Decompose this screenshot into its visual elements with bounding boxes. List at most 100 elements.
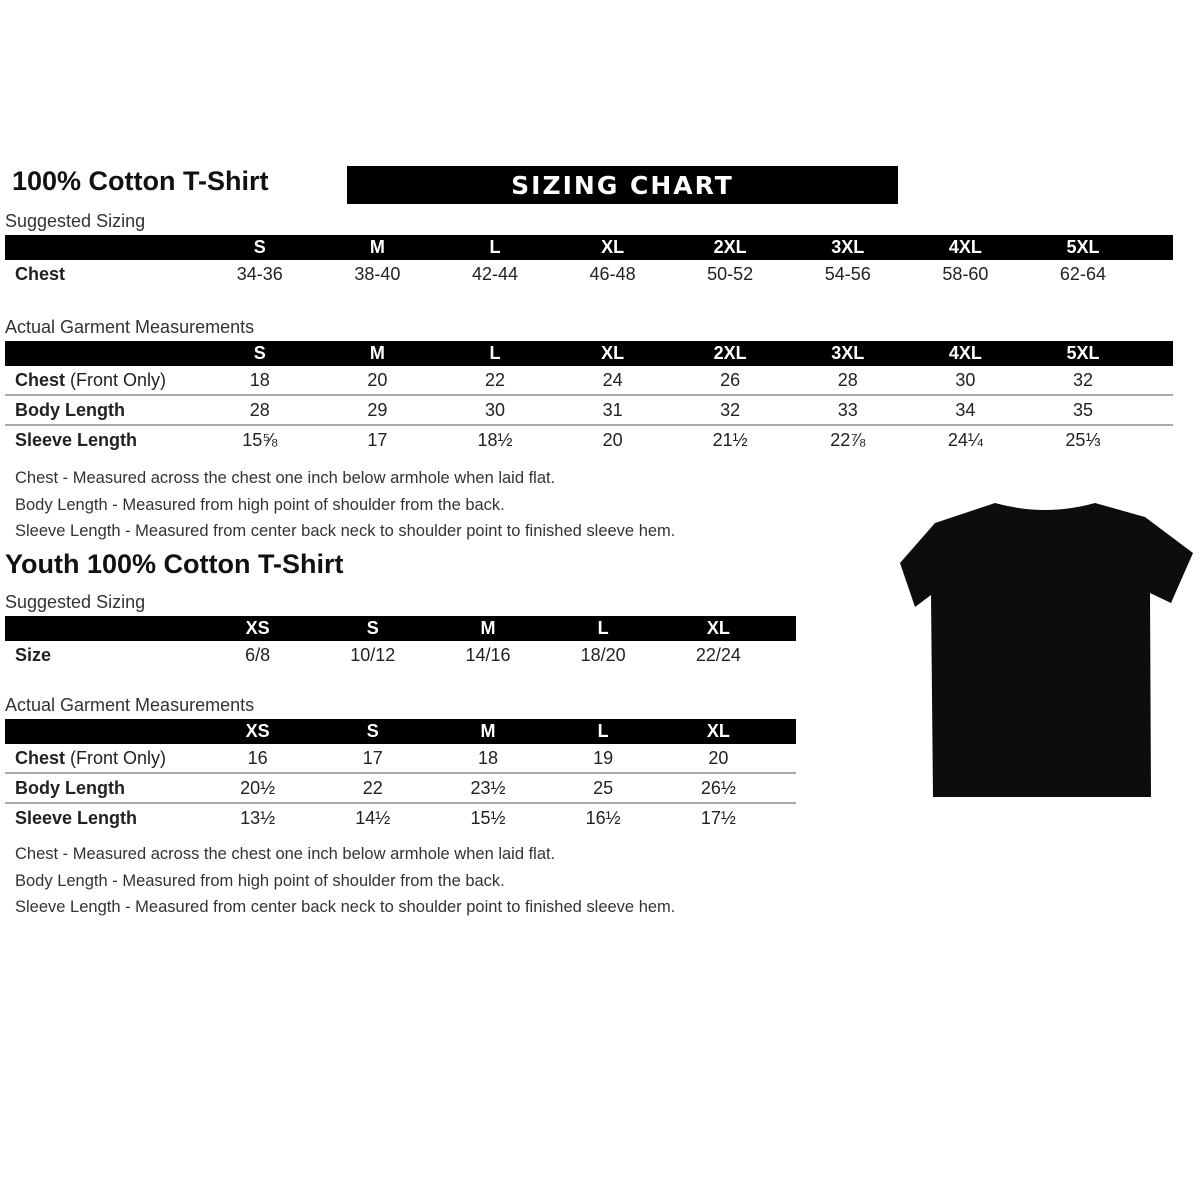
size-header-l: L — [597, 618, 609, 638]
header-blank — [5, 719, 200, 744]
table-cell: 24 — [602, 370, 623, 390]
size-header-row: XS S M L XL — [5, 719, 796, 744]
note-chest: Chest - Measured across the chest one in… — [15, 845, 556, 863]
size-header-4xl: 4XL — [948, 237, 982, 257]
table-cell: 18 — [477, 748, 498, 768]
table-cell: 31 — [602, 400, 623, 420]
size-header-l: L — [597, 721, 609, 741]
row-label: Chest — [5, 260, 201, 288]
size-header-xl: XL — [706, 721, 730, 741]
row-label-main: Size — [15, 645, 52, 665]
size-header-2xl: 2XL — [713, 343, 747, 363]
table-cell: 16 — [247, 748, 268, 768]
table-cell: 54-56 — [824, 264, 871, 284]
table-cell: 25 — [593, 778, 614, 798]
table-cell: 19 — [593, 748, 614, 768]
table-cell: 14½ — [355, 808, 391, 828]
table-cell: 24¼ — [947, 430, 983, 450]
table-cell: 6/8 — [245, 645, 271, 665]
youth-title: Youth 100% Cotton T-Shirt — [5, 549, 344, 579]
size-header-s: S — [253, 237, 266, 257]
note-body-length: Body Length - Measured from high point o… — [15, 495, 505, 514]
table-cell: 38-40 — [354, 264, 401, 284]
row-label-main: Body Length — [15, 400, 125, 420]
size-header-xs: XS — [245, 618, 270, 638]
youth-suggested-table: XS S M L XL Size 6/8 10/12 14/16 18/20 22/24 — [5, 616, 796, 669]
table-cell: 28 — [249, 400, 270, 420]
table-cell: 22⅞ — [830, 430, 866, 450]
youth-actual-label: Actual Garment Measurements — [5, 695, 255, 715]
table-cell: 13½ — [240, 808, 276, 828]
tshirt-image — [900, 503, 1193, 797]
row-label-suffix: (Front Only) — [70, 748, 167, 768]
row-label-suffix: (Front Only) — [70, 370, 167, 390]
adult-notes: Chest - Measured across the chest one in… — [15, 465, 675, 545]
size-header-s: S — [366, 618, 379, 638]
note-body-length: Body Length - Measured from high point o… — [15, 871, 505, 890]
table-cell: 18/20 — [580, 645, 626, 665]
row-label-main: Chest — [15, 370, 66, 390]
size-header-2xl: 2XL — [713, 237, 747, 257]
note-sleeve-length: Sleeve Length - Measured from center bac… — [15, 522, 676, 540]
row-label: Sleeve Length — [5, 426, 201, 454]
table-cell: 34 — [955, 400, 976, 420]
size-header-3xl: 3XL — [831, 237, 865, 257]
table-cell: 29 — [367, 400, 388, 420]
size-header-xl: XL — [601, 343, 625, 363]
youth-notes: Chest - Measured across the chest one in… — [15, 841, 675, 921]
header-blank — [5, 235, 201, 260]
table-cell: 15⅝ — [242, 430, 278, 450]
table-cell: 62-64 — [1059, 264, 1106, 284]
header-blank — [5, 616, 200, 641]
row-label: Chest (Front Only) — [5, 366, 201, 394]
table-cell: 23½ — [470, 778, 506, 798]
table-cell: 42-44 — [471, 264, 518, 284]
table-cell: 32 — [720, 400, 741, 420]
table-row: Chest (Front Only) 16 17 18 19 20 — [5, 744, 796, 774]
row-label: Sleeve Length — [5, 804, 200, 832]
table-cell: 32 — [1072, 370, 1093, 390]
size-header-xl: XL — [601, 237, 625, 257]
row-label: Chest (Front Only) — [5, 744, 200, 772]
sizing-chart-banner: SIZING CHART — [347, 166, 898, 204]
size-header-l: L — [489, 237, 501, 257]
table-cell: 33 — [837, 400, 858, 420]
table-cell: 26½ — [700, 778, 736, 798]
table-cell: 18½ — [477, 430, 513, 450]
size-header-5xl: 5XL — [1066, 343, 1100, 363]
table-cell: 25⅓ — [1065, 430, 1101, 450]
size-header-m: M — [369, 343, 385, 363]
table-cell: 34-36 — [236, 264, 283, 284]
adult-title: 100% Cotton T-Shirt — [12, 166, 269, 196]
size-header-xl: XL — [706, 618, 730, 638]
table-cell: 17 — [367, 430, 388, 450]
row-label-main: Body Length — [15, 778, 125, 798]
size-header-m: M — [369, 237, 385, 257]
table-cell: 46-48 — [589, 264, 636, 284]
table-cell: 17½ — [700, 808, 736, 828]
table-cell: 15½ — [470, 808, 506, 828]
table-cell: 18 — [249, 370, 270, 390]
row-label: Body Length — [5, 774, 200, 802]
table-row: Chest (Front Only) 18 20 22 24 26 28 30 32 — [5, 366, 1173, 396]
size-header-s: S — [253, 343, 266, 363]
table-cell: 20 — [367, 370, 388, 390]
adult-suggested-table: S M L XL 2XL 3XL 4XL 5XL Chest 34-36 38-40 42-44 46-… — [5, 235, 1173, 288]
row-label-main: Chest — [15, 264, 66, 284]
row-label-main: Sleeve Length — [15, 430, 138, 450]
table-cell: 22 — [362, 778, 383, 798]
size-header-4xl: 4XL — [948, 343, 982, 363]
table-cell: 14/16 — [465, 645, 511, 665]
header-blank — [5, 341, 201, 366]
table-row: Body Length 28 29 30 31 32 33 34 35 — [5, 396, 1173, 426]
table-row: Body Length 20½ 22 23½ 25 26½ — [5, 774, 796, 804]
row-label: Size — [5, 641, 200, 669]
size-header-row: XS S M L XL — [5, 616, 796, 641]
row-label-main: Sleeve Length — [15, 808, 138, 828]
table-row: Sleeve Length 13½ 14½ 15½ 16½ 17½ — [5, 804, 796, 832]
note-chest: Chest - Measured across the chest one in… — [15, 469, 556, 487]
row-label-main: Chest — [15, 748, 66, 768]
adult-actual-label: Actual Garment Measurements — [5, 317, 255, 337]
table-cell: 35 — [1072, 400, 1093, 420]
youth-actual-table: XS S M L XL Chest (Front Only) 16 17 18 19 20 Body … — [5, 719, 796, 832]
